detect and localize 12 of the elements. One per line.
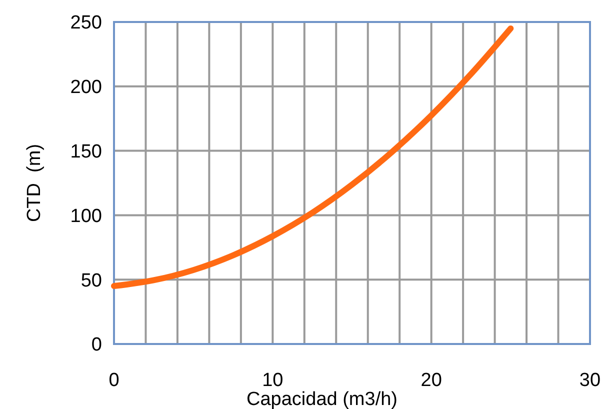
- x-tick-label: 30: [579, 370, 601, 391]
- x-axis-title: Capacidad (m3/h): [246, 389, 398, 409]
- x-tick-label: 0: [108, 370, 120, 391]
- y-axis-title: CTD (m): [24, 144, 45, 222]
- y-tick-label: 150: [70, 141, 102, 162]
- y-tick-label: 0: [91, 334, 102, 356]
- y-tick-label: 50: [80, 270, 102, 292]
- y-tick-label: 200: [70, 77, 102, 98]
- x-tick-label: 10: [262, 370, 284, 391]
- y-tick-label: 100: [70, 206, 102, 227]
- x-tick-label: 20: [420, 370, 442, 391]
- y-tick-label: 250: [70, 12, 102, 34]
